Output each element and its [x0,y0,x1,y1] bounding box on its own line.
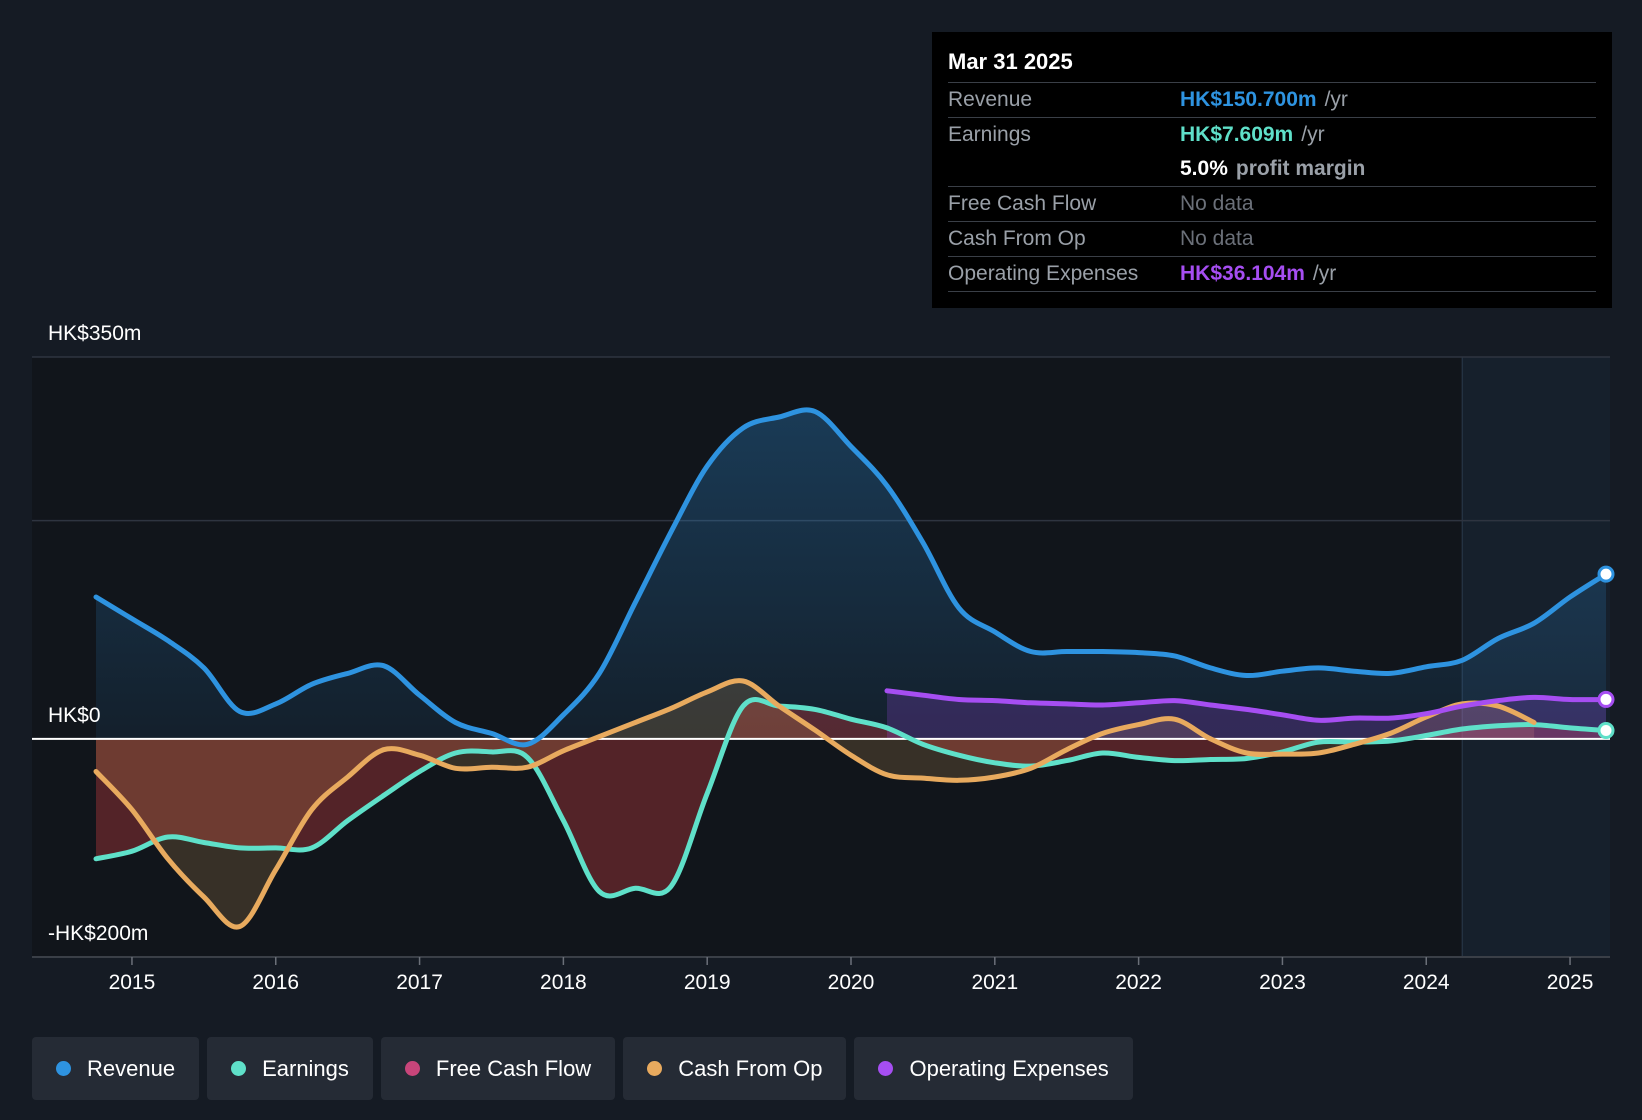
tooltip-row-opex: Operating Expenses HK$36.104m /yr [948,256,1596,291]
cash-from-op-dot-icon [647,1061,663,1076]
tooltip-margin-value: 5.0% [1180,157,1228,180]
tooltip-revenue-label: Revenue [948,88,1033,111]
legend-revenue-label: Revenue [87,1055,176,1081]
tooltip-row-fcf: Free Cash Flow No data [948,186,1596,221]
tooltip-earnings-unit: /yr [1301,123,1325,146]
tooltip-opex-label: Operating Expenses [948,262,1139,285]
y-label-zero: HK$0 [48,704,101,727]
x-tick-label: 2015 [109,971,156,994]
tooltip-row-earnings: Earnings HK$7.609m /yr [948,117,1596,152]
legend-free-cash-flow-label: Free Cash Flow [435,1055,592,1081]
x-tick-label: 2017 [396,971,443,994]
x-tick-label: 2019 [684,971,731,994]
cash-from-op-area [96,680,1535,928]
tooltip-margin-unit: profit margin [1235,157,1366,180]
legend-operating-expenses[interactable]: Operating Expenses [854,1037,1133,1100]
x-tick-label: 2020 [828,971,875,994]
tooltip-row-revenue: Revenue HK$150.700m /yr [948,82,1596,117]
legend: Revenue Earnings Free Cash Flow Cash Fro… [32,1037,1133,1100]
tooltip-cfo-label: Cash From Op [948,227,1086,250]
tooltip-revenue-value: HK$150.700m [1180,88,1317,111]
operating-expenses-dot-icon [878,1061,894,1076]
x-tick-label: 2025 [1547,971,1594,994]
free-cash-flow-dot-icon [404,1061,420,1076]
operating-expenses-area [887,690,1606,739]
tooltip-revenue-unit: /yr [1324,88,1348,111]
tooltip-panel: Mar 31 2025 Revenue HK$150.700m /yr Earn… [932,32,1612,308]
tooltip-row-cfo: Cash From Op No data [948,221,1596,256]
x-tick-label: 2016 [252,971,299,994]
operating-expenses-end-marker[interactable] [1597,690,1615,708]
x-tick-label: 2024 [1403,971,1450,994]
x-tick-label: 2018 [540,971,587,994]
legend-revenue[interactable]: Revenue [32,1037,200,1100]
operating-expenses-line [884,688,1609,723]
legend-cash-from-op[interactable]: Cash From Op [623,1037,847,1100]
tooltip-fcf-value: No data [1180,192,1254,215]
legend-cash-from-op-label: Cash From Op [678,1055,823,1081]
x-tick-label: 2023 [1259,971,1306,994]
x-tick-label: 2022 [1115,971,1162,994]
y-label-top: HK$350m [48,322,141,345]
legend-operating-expenses-label: Operating Expenses [909,1055,1109,1081]
tooltip-fcf-label: Free Cash Flow [948,192,1097,215]
tooltip-cfo-value: No data [1180,227,1254,250]
y-label-bottom: -HK$200m [48,922,148,945]
cash-from-op-line [93,678,1537,930]
tooltip-earnings-label: Earnings [948,123,1031,146]
tooltip-row-margin: 5.0% profit margin [948,152,1596,186]
earnings-dot-icon [231,1061,247,1076]
legend-earnings-label: Earnings [262,1055,349,1081]
tooltip-earnings-value: HK$7.609m [1180,123,1294,146]
legend-earnings[interactable]: Earnings [207,1037,373,1100]
tooltip-opex-unit: /yr [1312,262,1337,285]
earnings-end-marker[interactable] [1597,722,1615,740]
revenue-dot-icon [56,1061,71,1076]
revenue-end-marker[interactable] [1597,565,1615,583]
x-tick-label: 2021 [971,971,1018,994]
tooltip-date: Mar 31 2025 [948,49,1073,74]
legend-free-cash-flow[interactable]: Free Cash Flow [380,1037,616,1100]
revenue-area [96,409,1606,745]
revenue-line [93,407,1609,748]
tooltip-opex-value: HK$36.104m [1180,262,1305,285]
